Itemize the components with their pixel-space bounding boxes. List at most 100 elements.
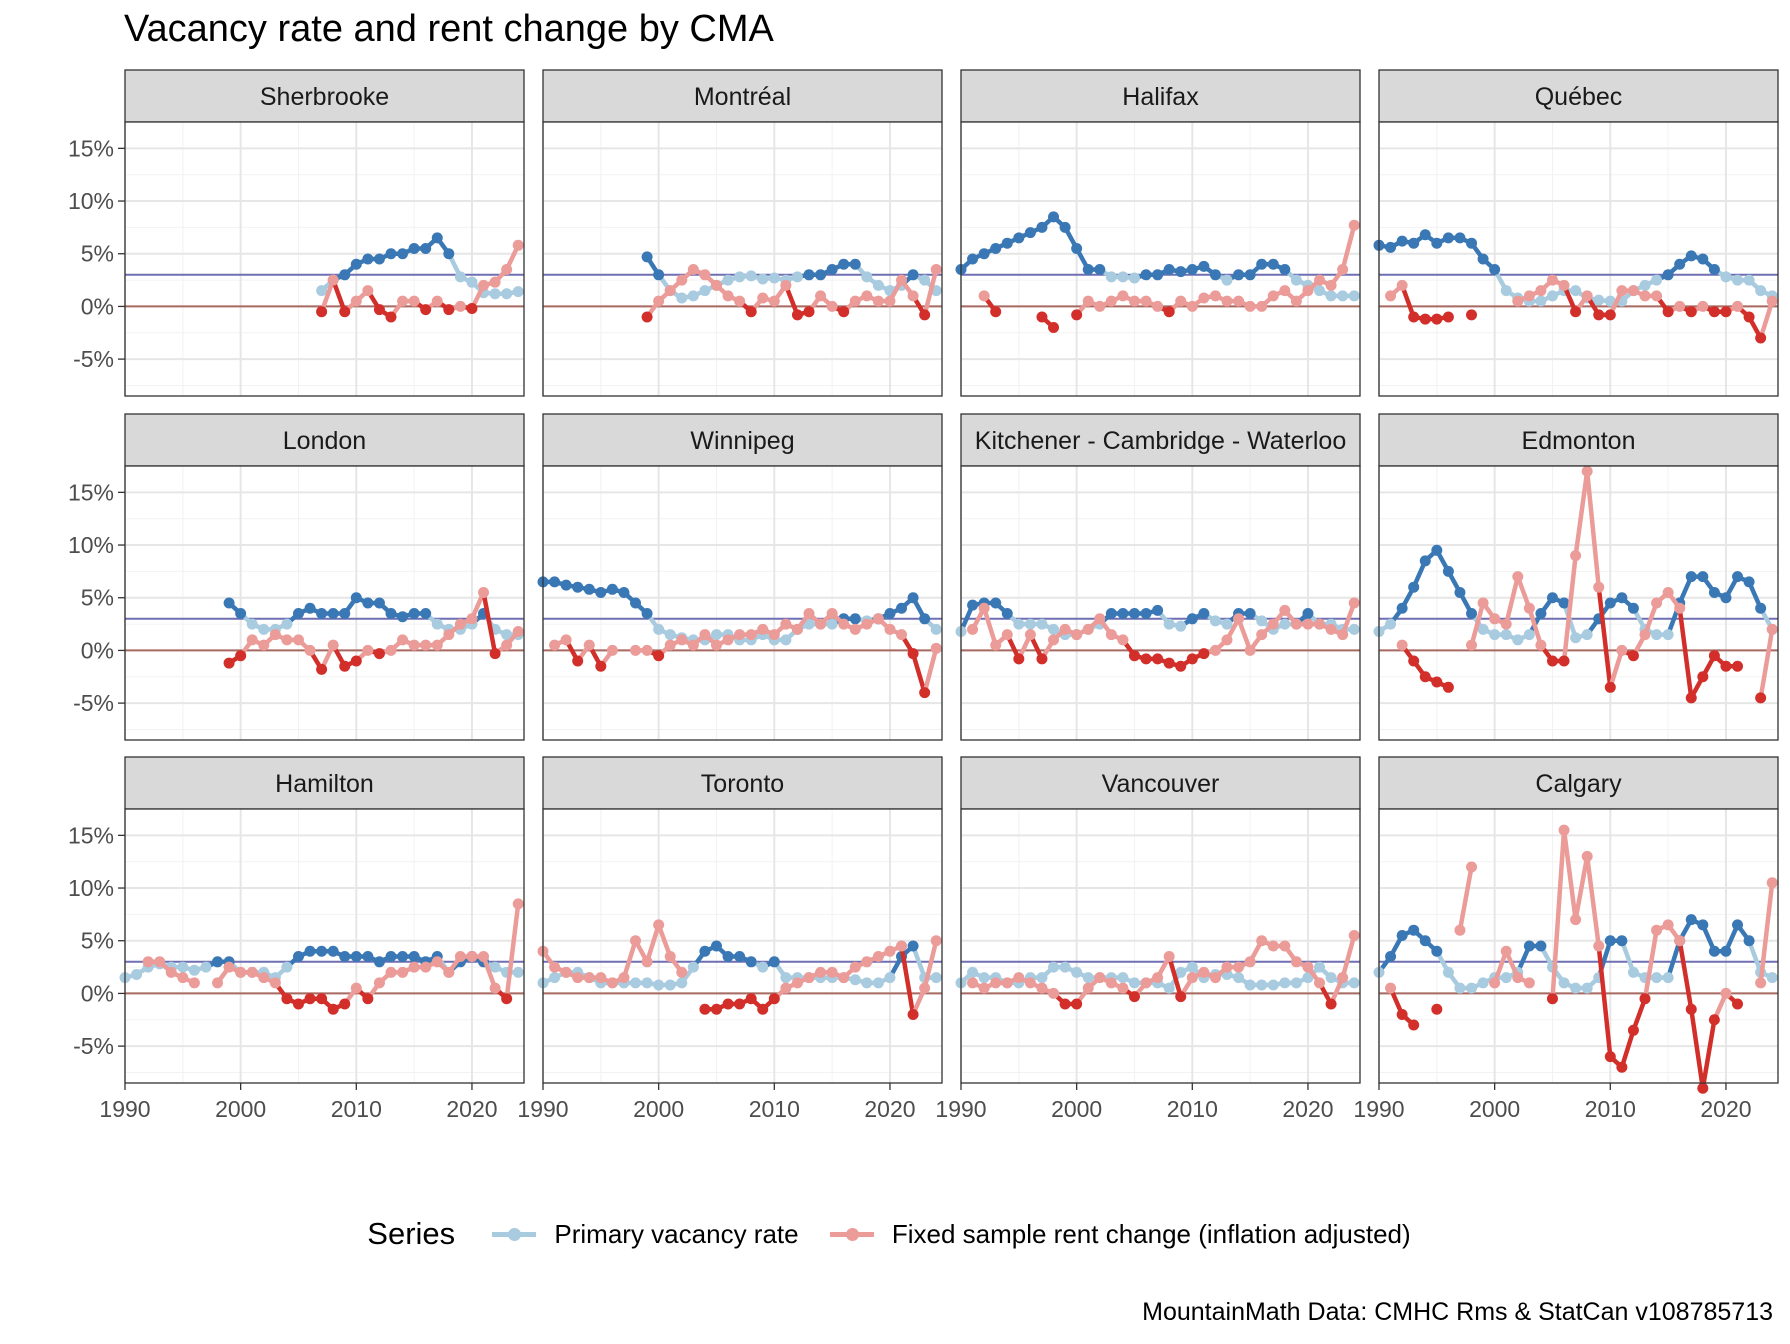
vacancy-point bbox=[1128, 272, 1140, 284]
vacancy-point bbox=[1546, 592, 1558, 604]
rent-point bbox=[454, 300, 466, 312]
rent-point bbox=[803, 306, 815, 318]
rent-point bbox=[1546, 655, 1558, 667]
rent-point bbox=[1419, 671, 1431, 683]
rent-point bbox=[466, 613, 478, 625]
rent-point bbox=[362, 644, 374, 656]
rent-point bbox=[745, 993, 757, 1005]
rent-point bbox=[1198, 292, 1210, 304]
rent-point bbox=[1755, 692, 1767, 704]
vacancy-point bbox=[1279, 618, 1291, 630]
rent-point bbox=[177, 972, 189, 984]
vacancy-point bbox=[1766, 972, 1778, 984]
rent-point bbox=[362, 993, 374, 1005]
vacancy-point bbox=[1209, 615, 1221, 627]
vacancy-point bbox=[1685, 571, 1697, 583]
vacancy-point bbox=[339, 269, 351, 281]
rent-point bbox=[734, 998, 746, 1010]
rent-point bbox=[978, 290, 990, 302]
rent-point bbox=[1001, 977, 1013, 989]
strip-label-quebec: Québec bbox=[1535, 83, 1623, 111]
rent-point bbox=[1697, 671, 1709, 683]
vacancy-point bbox=[1627, 966, 1639, 978]
vacancy-point bbox=[362, 951, 374, 963]
vacancy-point bbox=[362, 597, 374, 609]
rent-point bbox=[1302, 285, 1314, 297]
rent-segment bbox=[1642, 600, 1659, 637]
rent-point bbox=[489, 982, 501, 994]
vacancy-point bbox=[1593, 294, 1605, 306]
vacancy-point bbox=[978, 972, 990, 984]
rent-segment bbox=[1677, 606, 1694, 701]
vacancy-point bbox=[1385, 618, 1397, 630]
vacancy-point bbox=[791, 271, 803, 283]
strip-label-sherbrooke: Sherbrooke bbox=[260, 83, 389, 111]
rent-segment bbox=[1758, 298, 1775, 341]
rent-segment bbox=[481, 590, 498, 656]
vacancy-point bbox=[1662, 269, 1674, 281]
rent-segment bbox=[1236, 616, 1253, 653]
rent-point bbox=[745, 629, 757, 641]
vacancy-point bbox=[1013, 618, 1025, 630]
rent-point bbox=[1048, 987, 1060, 999]
rent-point bbox=[1198, 648, 1210, 660]
vacancy-point bbox=[1732, 571, 1744, 583]
vacancy-point bbox=[1071, 966, 1083, 978]
vacancy-point bbox=[1279, 264, 1291, 276]
vacancy-point bbox=[1396, 235, 1408, 247]
vacancy-point bbox=[1290, 977, 1302, 989]
rent-point bbox=[1766, 623, 1778, 635]
vacancy-point bbox=[1233, 269, 1245, 281]
rent-point bbox=[884, 295, 896, 307]
rent-point bbox=[1512, 295, 1524, 307]
rent-point bbox=[1500, 945, 1512, 957]
rent-point bbox=[1233, 961, 1245, 973]
vacancy-point bbox=[1651, 629, 1663, 641]
rent-point bbox=[1639, 629, 1651, 641]
rent-point bbox=[1128, 991, 1140, 1003]
rent-point bbox=[896, 629, 908, 641]
rent-point bbox=[188, 977, 200, 989]
rent-point bbox=[1105, 977, 1117, 989]
y-tick-label: -5% bbox=[73, 690, 114, 716]
vacancy-point bbox=[1500, 972, 1512, 984]
rent-point bbox=[560, 634, 572, 646]
rent-point bbox=[1348, 597, 1360, 609]
vacancy-point bbox=[1059, 221, 1071, 233]
rent-point bbox=[838, 306, 850, 318]
rent-point bbox=[676, 966, 688, 978]
vacancy-point bbox=[990, 597, 1002, 609]
rent-point bbox=[699, 629, 711, 641]
panel-border-kitchener-cambridge-waterloo bbox=[960, 465, 1361, 741]
rent-segment bbox=[981, 606, 998, 648]
vacancy-point bbox=[664, 979, 676, 991]
rent-point bbox=[339, 660, 351, 672]
rent-point bbox=[350, 982, 362, 994]
rent-segment bbox=[1584, 854, 1601, 949]
rent-point bbox=[1267, 618, 1279, 630]
rent-point bbox=[1651, 924, 1663, 936]
rent-point bbox=[1546, 993, 1558, 1005]
vacancy-point bbox=[1024, 618, 1036, 630]
vacancy-point bbox=[1036, 221, 1048, 233]
rent-point bbox=[1593, 309, 1605, 321]
rent-point bbox=[676, 634, 688, 646]
vacancy-point bbox=[815, 269, 827, 281]
vacancy-point bbox=[838, 258, 850, 270]
rent-point bbox=[258, 972, 270, 984]
rent-point bbox=[1013, 653, 1025, 665]
rent-point bbox=[281, 634, 293, 646]
vacancy-point bbox=[1558, 597, 1570, 609]
rent-point bbox=[699, 1003, 711, 1015]
panel-border-edmonton bbox=[1378, 465, 1779, 741]
vacancy-point bbox=[1604, 597, 1616, 609]
rent-point bbox=[595, 972, 607, 984]
rent-point bbox=[664, 639, 676, 651]
rent-point bbox=[1314, 977, 1326, 989]
rent-point bbox=[304, 993, 316, 1005]
rent-point bbox=[1209, 644, 1221, 656]
rent-point bbox=[512, 898, 524, 910]
y-tick-label: 0% bbox=[81, 980, 114, 1006]
vacancy-point bbox=[1175, 266, 1187, 278]
rent-point bbox=[653, 650, 665, 662]
